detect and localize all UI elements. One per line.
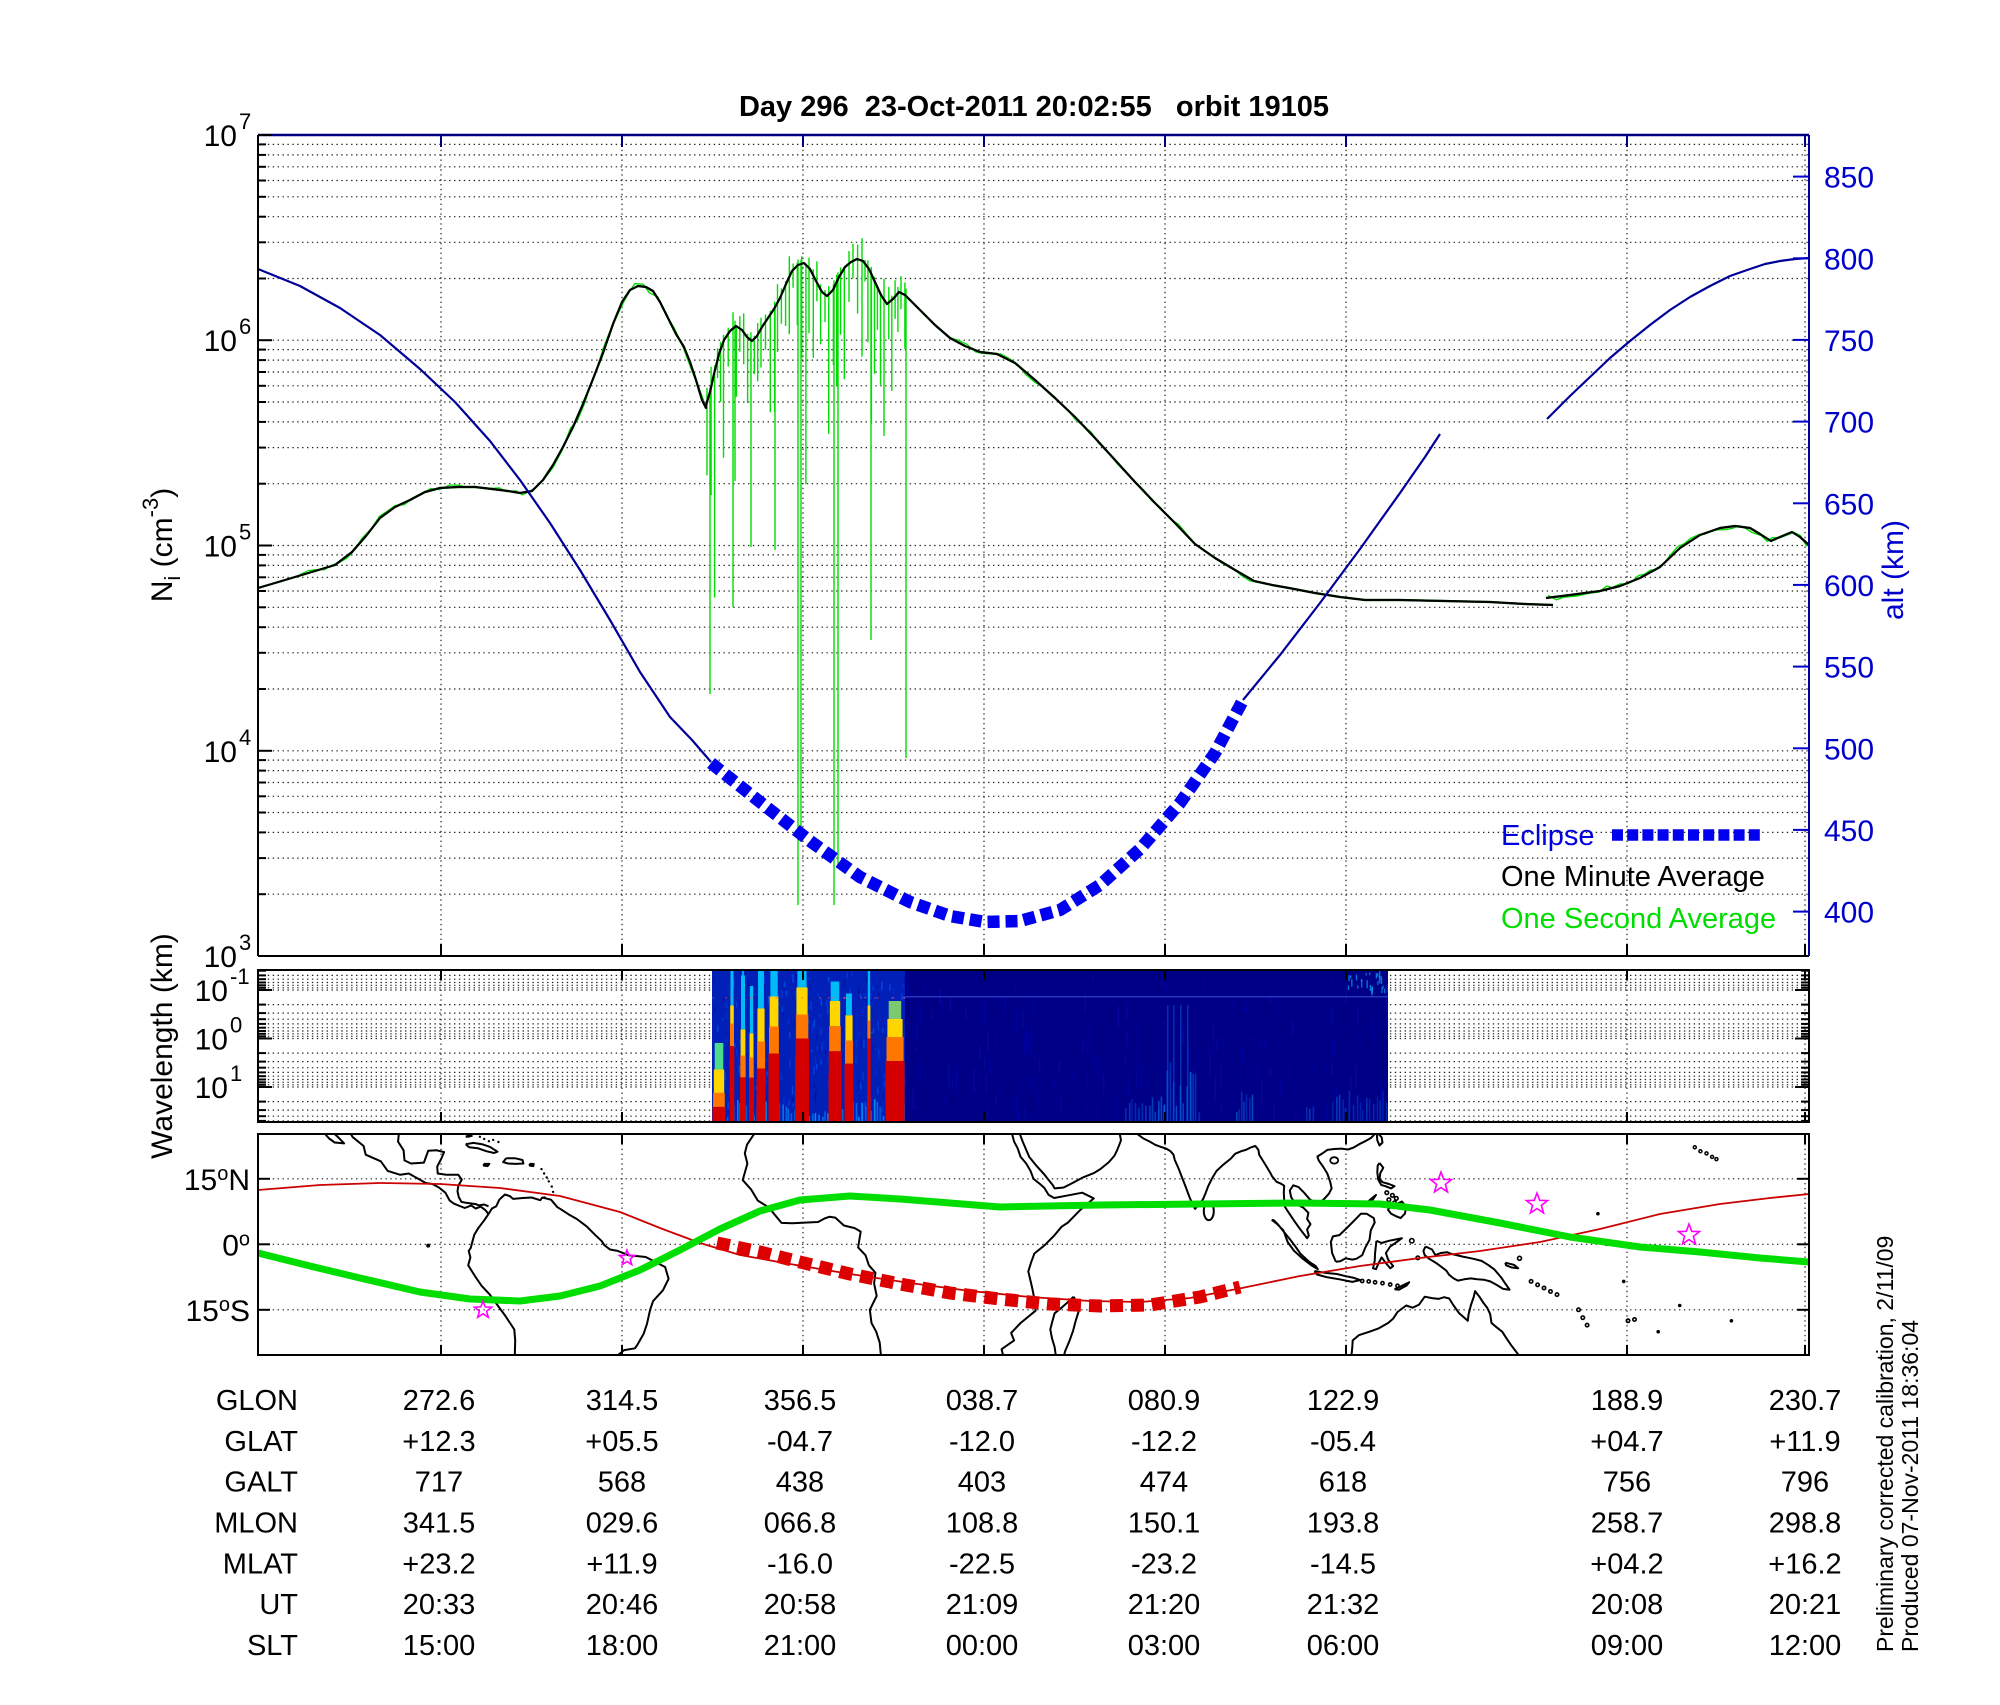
svg-text:Wavelength (km): Wavelength (km) [146,933,179,1159]
svg-text:080.9: 080.9 [1128,1385,1201,1417]
svg-text:600: 600 [1824,570,1874,603]
svg-text:568: 568 [598,1467,646,1499]
svg-text:20:46: 20:46 [586,1589,659,1621]
svg-text:550: 550 [1824,652,1874,685]
svg-text:4: 4 [239,725,251,750]
svg-text:alt (km): alt (km) [1877,520,1910,620]
svg-text:10: 10 [195,1024,228,1057]
svg-text:One Minute Average: One Minute Average [1501,861,1765,893]
svg-text:+11.9: +11.9 [1769,1426,1840,1458]
svg-text:193.8: 193.8 [1307,1508,1380,1540]
svg-text:+04.2: +04.2 [1590,1548,1663,1580]
svg-text:20:21: 20:21 [1769,1589,1842,1621]
svg-text:10: 10 [204,325,237,358]
svg-text:341.5: 341.5 [403,1508,476,1540]
svg-text:21:20: 21:20 [1128,1589,1201,1621]
svg-text:800: 800 [1824,243,1874,276]
svg-text:18:00: 18:00 [586,1630,659,1662]
svg-text:MLON: MLON [214,1508,298,1540]
svg-text:-05.4: -05.4 [1310,1426,1376,1458]
svg-text:10: 10 [204,531,237,564]
svg-text:06:00: 06:00 [1307,1630,1380,1662]
svg-text:10: 10 [195,975,228,1008]
svg-text:1: 1 [230,1061,242,1086]
svg-text:Eclipse: Eclipse [1501,820,1595,852]
svg-text:+23.2: +23.2 [402,1548,475,1580]
svg-text:029.6: 029.6 [586,1508,659,1540]
svg-text:GLON: GLON [216,1385,298,1417]
svg-text:0: 0 [230,1013,242,1038]
svg-text:7: 7 [239,109,251,134]
svg-text:SLT: SLT [247,1630,298,1662]
svg-text:650: 650 [1824,488,1874,521]
svg-text:850: 850 [1824,162,1874,195]
svg-text:+12.3: +12.3 [402,1426,475,1458]
svg-text:10: 10 [195,1072,228,1105]
svg-text:15:00: 15:00 [403,1630,476,1662]
svg-text:5: 5 [239,520,251,545]
svg-text:Preliminary corrected calibrat: Preliminary corrected calibration, 2/11/… [1872,1236,1898,1652]
svg-text:6: 6 [239,314,251,339]
svg-text:MLAT: MLAT [223,1548,298,1580]
svg-text:-1: -1 [230,964,250,989]
svg-text:108.8: 108.8 [946,1508,1019,1540]
svg-text:03:00: 03:00 [1128,1630,1201,1662]
svg-text:10: 10 [204,941,237,974]
svg-text:438: 438 [776,1467,824,1499]
svg-text:403: 403 [958,1467,1006,1499]
svg-text:500: 500 [1824,733,1874,766]
svg-text:756: 756 [1603,1467,1651,1499]
svg-text:12:00: 12:00 [1769,1630,1842,1662]
svg-text:+04.7: +04.7 [1590,1426,1663,1458]
svg-text:-14.5: -14.5 [1310,1548,1376,1580]
svg-text:038.7: 038.7 [946,1385,1019,1417]
svg-text:750: 750 [1824,325,1874,358]
svg-text:618: 618 [1319,1467,1367,1499]
svg-text:20:08: 20:08 [1591,1589,1664,1621]
svg-text:-12.0: -12.0 [949,1426,1015,1458]
svg-text:700: 700 [1824,407,1874,440]
svg-text:3: 3 [239,930,251,955]
svg-text:717: 717 [415,1467,463,1499]
svg-text:20:33: 20:33 [403,1589,476,1621]
svg-text:400: 400 [1824,897,1874,930]
svg-text:-12.2: -12.2 [1131,1426,1197,1458]
svg-text:474: 474 [1140,1467,1188,1499]
svg-text:21:00: 21:00 [764,1630,837,1662]
svg-text:314.5: 314.5 [586,1385,659,1417]
svg-text:Produced 07-Nov-2011 18:36:04: Produced 07-Nov-2011 18:36:04 [1897,1320,1923,1652]
svg-text:122.9: 122.9 [1307,1385,1380,1417]
svg-text:GALT: GALT [224,1467,298,1499]
svg-text:-23.2: -23.2 [1131,1548,1197,1580]
svg-text:298.8: 298.8 [1769,1508,1842,1540]
svg-text:356.5: 356.5 [764,1385,837,1417]
svg-text:+05.5: +05.5 [585,1426,658,1458]
svg-text:450: 450 [1824,815,1874,848]
svg-text:796: 796 [1781,1467,1829,1499]
svg-text:10: 10 [204,736,237,769]
svg-text:15oN: 15oN [184,1163,250,1197]
svg-text:066.8: 066.8 [764,1508,837,1540]
svg-text:-04.7: -04.7 [767,1426,833,1458]
svg-text:+16.2: +16.2 [1768,1548,1841,1580]
svg-text:21:09: 21:09 [946,1589,1019,1621]
svg-text:20:58: 20:58 [764,1589,837,1621]
svg-text:258.7: 258.7 [1591,1508,1664,1540]
svg-text:230.7: 230.7 [1769,1385,1842,1417]
svg-text:-16.0: -16.0 [767,1548,833,1580]
svg-text:One Second Average: One Second Average [1501,903,1776,935]
svg-text:-22.5: -22.5 [949,1548,1015,1580]
svg-text:150.1: 150.1 [1128,1508,1201,1540]
svg-text:21:32: 21:32 [1307,1589,1380,1621]
svg-text:GLAT: GLAT [224,1426,298,1458]
svg-text:+11.9: +11.9 [586,1548,657,1580]
svg-text:Day 296 23-Oct-2011 20:02:55: Day 296 23-Oct-2011 20:02:55 orbit 19105 [739,91,1329,123]
svg-text:UT: UT [259,1589,298,1621]
svg-text:188.9: 188.9 [1591,1385,1664,1417]
svg-text:15oS: 15oS [185,1294,250,1328]
svg-text:272.6: 272.6 [403,1385,476,1417]
svg-text:00:00: 00:00 [946,1630,1019,1662]
svg-text:09:00: 09:00 [1591,1630,1664,1662]
svg-text:10: 10 [204,120,237,153]
